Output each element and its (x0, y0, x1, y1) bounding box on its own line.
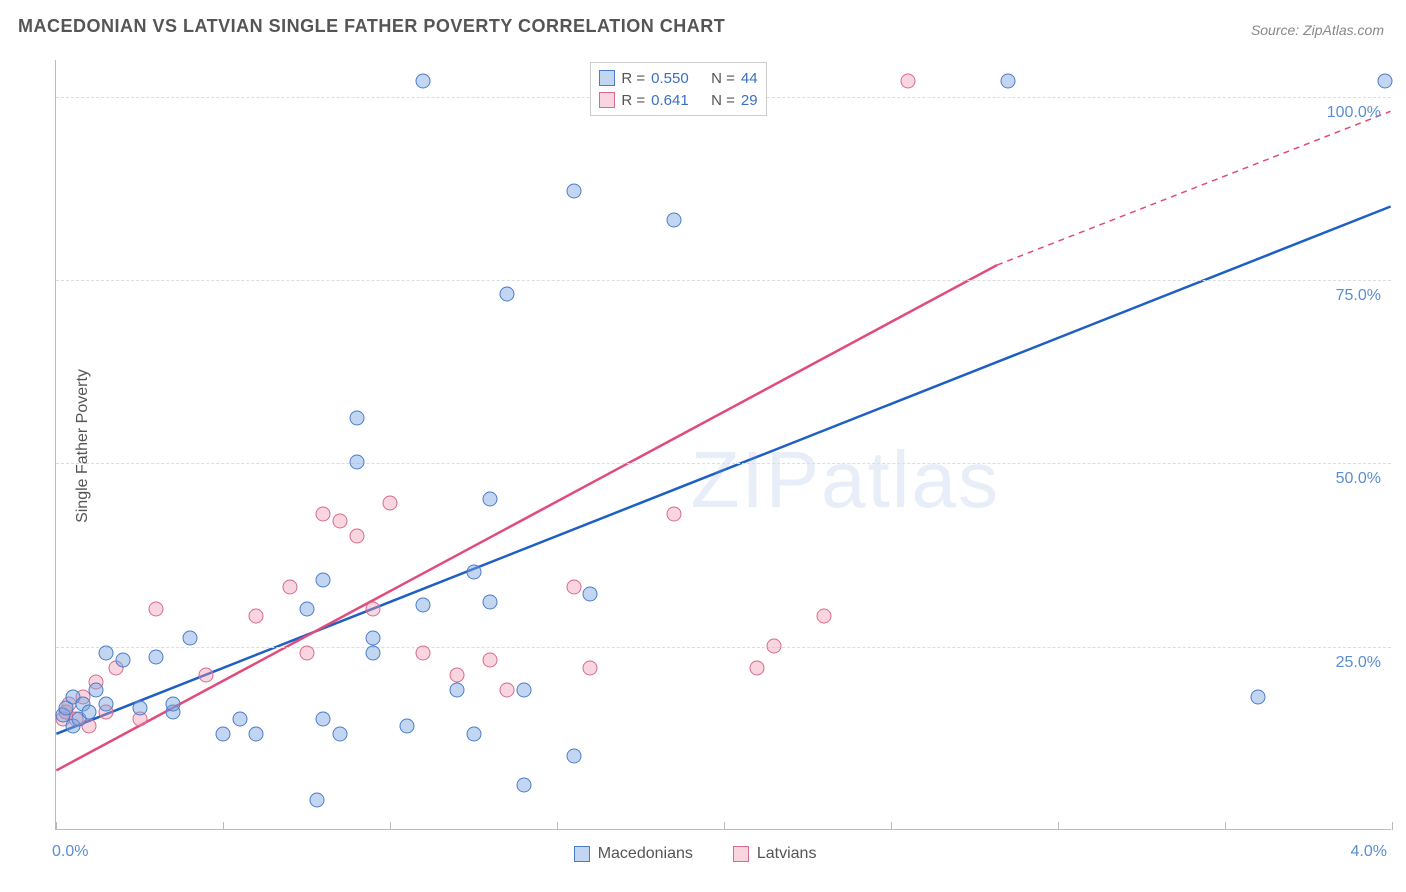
scatter-point-blue (566, 748, 581, 763)
scatter-point-blue (516, 778, 531, 793)
legend-label-macedonians: Macedonians (598, 845, 693, 863)
trend-lines-svg (56, 60, 1391, 829)
plot-area: ZIPatlas 25.0%50.0%75.0%100.0%0.0%4.0%R … (55, 60, 1391, 830)
scatter-point-blue (416, 74, 431, 89)
y-tick-label: 25.0% (1336, 654, 1381, 672)
scatter-point-pink (249, 609, 264, 624)
legend-n-value: 29 (741, 92, 758, 109)
chart-title: MACEDONIAN VS LATVIAN SINGLE FATHER POVE… (18, 16, 725, 37)
scatter-point-blue (82, 704, 97, 719)
gridline-h (56, 647, 1391, 648)
legend-swatch (599, 92, 615, 108)
scatter-point-pink (316, 506, 331, 521)
scatter-point-pink (449, 668, 464, 683)
scatter-point-blue (89, 682, 104, 697)
scatter-point-blue (99, 697, 114, 712)
scatter-point-blue (182, 631, 197, 646)
legend-n-value: 44 (741, 70, 758, 87)
scatter-point-blue (466, 726, 481, 741)
scatter-point-pink (199, 668, 214, 683)
legend-r-value: 0.550 (651, 70, 705, 87)
scatter-point-blue (1000, 74, 1015, 89)
x-tick-label: 4.0% (1351, 843, 1387, 861)
scatter-point-blue (216, 726, 231, 741)
scatter-point-blue (399, 719, 414, 734)
scatter-point-pink (483, 653, 498, 668)
x-tick (1058, 822, 1059, 830)
scatter-point-blue (366, 646, 381, 661)
scatter-point-blue (165, 697, 180, 712)
scatter-point-blue (316, 712, 331, 727)
scatter-point-blue (583, 587, 598, 602)
watermark: ZIPatlas (691, 434, 1000, 526)
scatter-point-pink (282, 580, 297, 595)
y-tick-label: 50.0% (1336, 470, 1381, 488)
x-tick (223, 822, 224, 830)
gridline-h (56, 463, 1391, 464)
x-tick (724, 822, 725, 830)
scatter-point-blue (499, 286, 514, 301)
legend-series: Macedonians Latvians (574, 845, 817, 863)
legend-correlation-box: R = 0.550 N = 44 R = 0.641 N = 29 (590, 62, 766, 116)
scatter-point-blue (449, 682, 464, 697)
scatter-point-blue (132, 701, 147, 716)
scatter-point-blue (483, 492, 498, 507)
scatter-point-pink (366, 602, 381, 617)
scatter-point-pink (900, 74, 915, 89)
x-tick (891, 822, 892, 830)
y-tick-label: 75.0% (1336, 287, 1381, 305)
scatter-point-blue (149, 649, 164, 664)
scatter-point-pink (149, 602, 164, 617)
legend-r-value: 0.641 (651, 92, 705, 109)
legend-label-latvians: Latvians (757, 845, 817, 863)
scatter-point-blue (366, 631, 381, 646)
scatter-point-blue (349, 411, 364, 426)
scatter-point-pink (299, 646, 314, 661)
scatter-point-blue (466, 565, 481, 580)
x-tick (390, 822, 391, 830)
scatter-point-pink (566, 580, 581, 595)
scatter-point-blue (249, 726, 264, 741)
scatter-point-blue (232, 712, 247, 727)
scatter-point-pink (416, 646, 431, 661)
legend-r-label: R = (621, 70, 645, 87)
scatter-point-pink (767, 638, 782, 653)
scatter-point-pink (499, 682, 514, 697)
scatter-point-blue (349, 455, 364, 470)
scatter-point-blue (309, 792, 324, 807)
legend-swatch-latvians (733, 846, 749, 862)
source-credit: Source: ZipAtlas.com (1251, 22, 1384, 38)
scatter-point-blue (316, 572, 331, 587)
scatter-point-blue (1378, 74, 1393, 89)
scatter-point-blue (99, 646, 114, 661)
scatter-point-pink (332, 514, 347, 529)
scatter-point-pink (383, 495, 398, 510)
x-tick (56, 822, 57, 830)
scatter-point-blue (416, 598, 431, 613)
legend-r-label: R = (621, 92, 645, 109)
scatter-point-blue (115, 653, 130, 668)
legend-n-label: N = (711, 70, 735, 87)
scatter-point-blue (332, 726, 347, 741)
scatter-point-pink (750, 660, 765, 675)
scatter-point-pink (666, 506, 681, 521)
scatter-point-blue (666, 213, 681, 228)
scatter-point-pink (583, 660, 598, 675)
scatter-point-pink (817, 609, 832, 624)
scatter-point-pink (349, 528, 364, 543)
scatter-point-blue (1251, 690, 1266, 705)
legend-swatch (599, 70, 615, 86)
scatter-point-blue (299, 602, 314, 617)
legend-n-label: N = (711, 92, 735, 109)
scatter-point-blue (566, 184, 581, 199)
scatter-point-blue (483, 594, 498, 609)
y-tick-label: 100.0% (1327, 104, 1381, 122)
legend-swatch-macedonians (574, 846, 590, 862)
x-tick (557, 822, 558, 830)
x-tick (1225, 822, 1226, 830)
x-tick-label: 0.0% (52, 843, 88, 861)
gridline-h (56, 280, 1391, 281)
x-tick (1392, 822, 1393, 830)
scatter-point-blue (516, 682, 531, 697)
